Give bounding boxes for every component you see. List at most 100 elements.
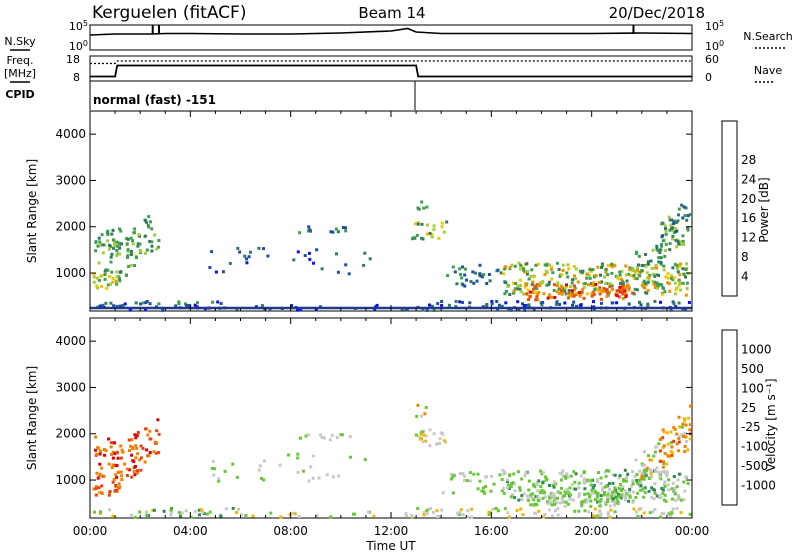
velocity-cell-11-438 (628, 490, 631, 493)
power-cell-4-179 (314, 308, 318, 312)
power-cell-13-813 (686, 226, 690, 230)
power-cell-7-305 (336, 230, 340, 234)
power-cell-3-140 (211, 300, 215, 304)
velocity-cell-2-112 (157, 451, 161, 455)
power-cell-5-265 (516, 300, 520, 304)
power-cell-11-403 (681, 267, 685, 271)
velocity-cell-2-75 (143, 460, 147, 464)
velocity-cell-11-591 (549, 491, 553, 495)
velocity-cell-13-779 (642, 450, 646, 454)
power-cell-10-371 (482, 273, 486, 276)
power-cell-6-278 (243, 254, 247, 258)
velocity-cell-11-629 (677, 494, 680, 498)
power-cell-10-359 (461, 283, 465, 287)
velocity-cell-13-794 (647, 454, 650, 458)
power-cell-11-510 (550, 265, 554, 269)
power-cell-11-507 (608, 290, 612, 294)
power-cell-10-367 (453, 270, 457, 274)
power-cell-4-183 (405, 308, 409, 312)
velocity-cell-11-509 (574, 487, 577, 491)
velocity-cell-6-298 (235, 475, 239, 479)
velocity-cell-14-818 (675, 432, 679, 436)
power-cell-8-315 (440, 225, 444, 229)
power-cell-1-27 (101, 251, 105, 255)
velocity-cell-11-643 (659, 496, 663, 499)
power-cell-5-244 (504, 301, 508, 305)
velocity-cell-11-654 (670, 487, 674, 491)
power-cell-3-168 (185, 303, 189, 307)
velocity-cell-5-229 (537, 509, 541, 513)
velocity-cell-13-767 (645, 466, 649, 470)
velocity-cell-11-620 (509, 495, 513, 499)
velocity-cell-1-43 (110, 452, 113, 456)
velocity-cell-11-590 (572, 470, 576, 474)
power-cell-8-327 (421, 237, 425, 241)
power-cell-14-832 (672, 219, 676, 223)
velocity-cell-6-274 (332, 475, 335, 479)
power-cell-6-296 (303, 254, 307, 257)
velocity-cell-11-540 (501, 486, 505, 490)
velocity-cell-5-224 (466, 509, 470, 513)
power-cell-11-518 (517, 261, 521, 265)
power-cell-5-218 (490, 300, 494, 303)
power-cell-11-375 (565, 271, 569, 275)
power-cell-8-317 (445, 220, 449, 224)
power-cell-12-713 (570, 289, 574, 293)
power-cell-2-105 (153, 233, 157, 237)
power-cell-11-596 (582, 285, 586, 289)
power-cell-11-388 (512, 291, 516, 295)
velocity-cell-8-324 (428, 444, 432, 448)
velocity-cell-13-800 (665, 462, 669, 466)
power-cell-2-90 (131, 239, 135, 243)
power-cell-11-660 (673, 292, 677, 296)
velocity-cell-1-23 (94, 448, 97, 452)
velocity-cell-5-206 (583, 509, 587, 513)
velocity-cell-11-652 (611, 497, 615, 501)
power-cell-3-152 (148, 302, 152, 306)
velocity-cell-8-321 (419, 432, 423, 436)
power-cell-12-759 (615, 289, 619, 293)
velocity-cell-11-572 (673, 492, 677, 496)
power-cell-11-449 (682, 272, 686, 276)
velocity-cell-10-340 (451, 475, 455, 479)
power-cell-6-281 (238, 250, 242, 254)
velocity-cell-12-733 (589, 499, 593, 503)
power-cell-11-592 (606, 273, 610, 277)
velocity-cell-2-90 (123, 462, 127, 466)
power-cell-11-415 (677, 284, 681, 288)
velocity-cell-11-648 (613, 473, 617, 477)
velocity-cell-12-699 (546, 500, 550, 504)
velocity-cell-12-755 (598, 504, 602, 508)
power-cell-11-667 (560, 273, 564, 277)
velocity-cell-11-539 (665, 470, 669, 474)
velocity-cell-12-693 (560, 497, 564, 501)
noise-right-tick-top: 105 (705, 19, 724, 33)
velocity-cell-12-716 (553, 495, 556, 499)
power-cell-14-829 (660, 235, 664, 239)
power-cell-11-586 (675, 267, 679, 271)
power-cell-11-436 (550, 277, 554, 281)
power-cell-11-554 (593, 288, 597, 292)
power-cell-11-615 (621, 282, 625, 286)
velocity-cell-11-555 (621, 485, 625, 489)
power-cell-12-694 (553, 296, 557, 299)
velocity-cell-11-619 (591, 486, 595, 490)
velocity-cell-4-180 (293, 512, 297, 516)
cpid-label: CPID (5, 88, 34, 101)
velocity-cell-11-454 (513, 489, 517, 493)
velocity-cell-14-829 (683, 417, 686, 421)
power-cell-11-591 (585, 276, 589, 280)
power-cell-14-820 (675, 229, 679, 233)
velocity-cell-3-142 (138, 510, 142, 514)
velocity-cell-7-300 (304, 434, 308, 438)
power-cell-11-508 (581, 269, 585, 273)
velocity-cell-11-371 (682, 480, 686, 484)
power-cell-11-602 (571, 292, 574, 296)
velocity-cell-5-187 (425, 512, 429, 516)
velocity-cell-0-1 (111, 480, 115, 484)
power-cell-5-269 (461, 300, 464, 304)
velocity-cell-1-45 (119, 470, 123, 474)
power-cell-11-386 (518, 287, 522, 291)
power-cell-10-362 (479, 274, 483, 278)
velocity-cell-3-128 (184, 509, 188, 513)
